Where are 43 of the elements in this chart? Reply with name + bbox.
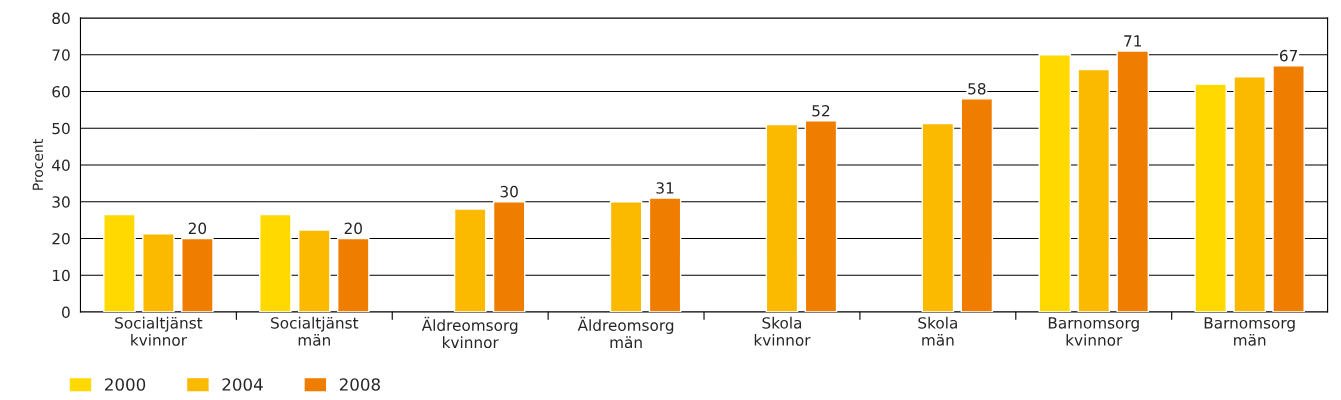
y-tick-label: 80 — [52, 12, 70, 25]
y-axis-title: Procent — [32, 139, 44, 190]
x-tick-label: Barnomsorg kvinnor — [1048, 317, 1139, 346]
data-label: 71 — [1124, 35, 1142, 47]
data-label: 31 — [656, 182, 674, 194]
bar — [142, 233, 175, 312]
y-tick-label: 50 — [52, 122, 70, 135]
bar — [1077, 68, 1111, 312]
x-tick-label: Socialtjänst män — [271, 316, 359, 346]
x-tick-label: Skola män — [918, 316, 957, 346]
bar — [103, 213, 136, 312]
y-tick-label: 0 — [62, 306, 70, 319]
data-label: 58 — [968, 82, 986, 95]
bar — [1233, 76, 1266, 312]
legend-label: 2004 — [222, 378, 263, 391]
bar — [765, 123, 799, 312]
data-label: 52 — [812, 104, 830, 117]
bar — [336, 237, 370, 312]
y-tick-label: 10 — [52, 269, 70, 282]
data-label: 20 — [344, 222, 362, 235]
bar — [181, 237, 214, 312]
bar — [298, 229, 331, 312]
y-tick-label: 60 — [52, 85, 70, 98]
legend-label: 2008 — [339, 378, 380, 391]
data-label: 30 — [500, 185, 518, 198]
y-tick-label: 40 — [52, 159, 70, 172]
bar — [921, 122, 955, 312]
data-label: 67 — [1279, 49, 1298, 62]
bar — [453, 208, 487, 312]
bar — [259, 213, 292, 312]
x-tick-label: Äldreomsorg män — [577, 316, 674, 349]
y-tick-label: 20 — [52, 232, 70, 245]
bar — [1038, 54, 1072, 312]
legend-label: 2000 — [105, 378, 146, 391]
y-tick-label: 70 — [52, 49, 70, 61]
x-tick-label: Socialtjänst kvinnor — [115, 316, 203, 346]
x-tick-label: Äldreomsorg kvinnor — [421, 316, 518, 349]
data-label: 20 — [188, 222, 207, 235]
x-tick-label: Skola kvinnor — [754, 316, 811, 346]
bar — [609, 201, 643, 312]
x-tick-label: Barnomsorg män — [1204, 317, 1295, 346]
bar — [1194, 83, 1227, 312]
y-tick-label: 30 — [52, 196, 70, 208]
